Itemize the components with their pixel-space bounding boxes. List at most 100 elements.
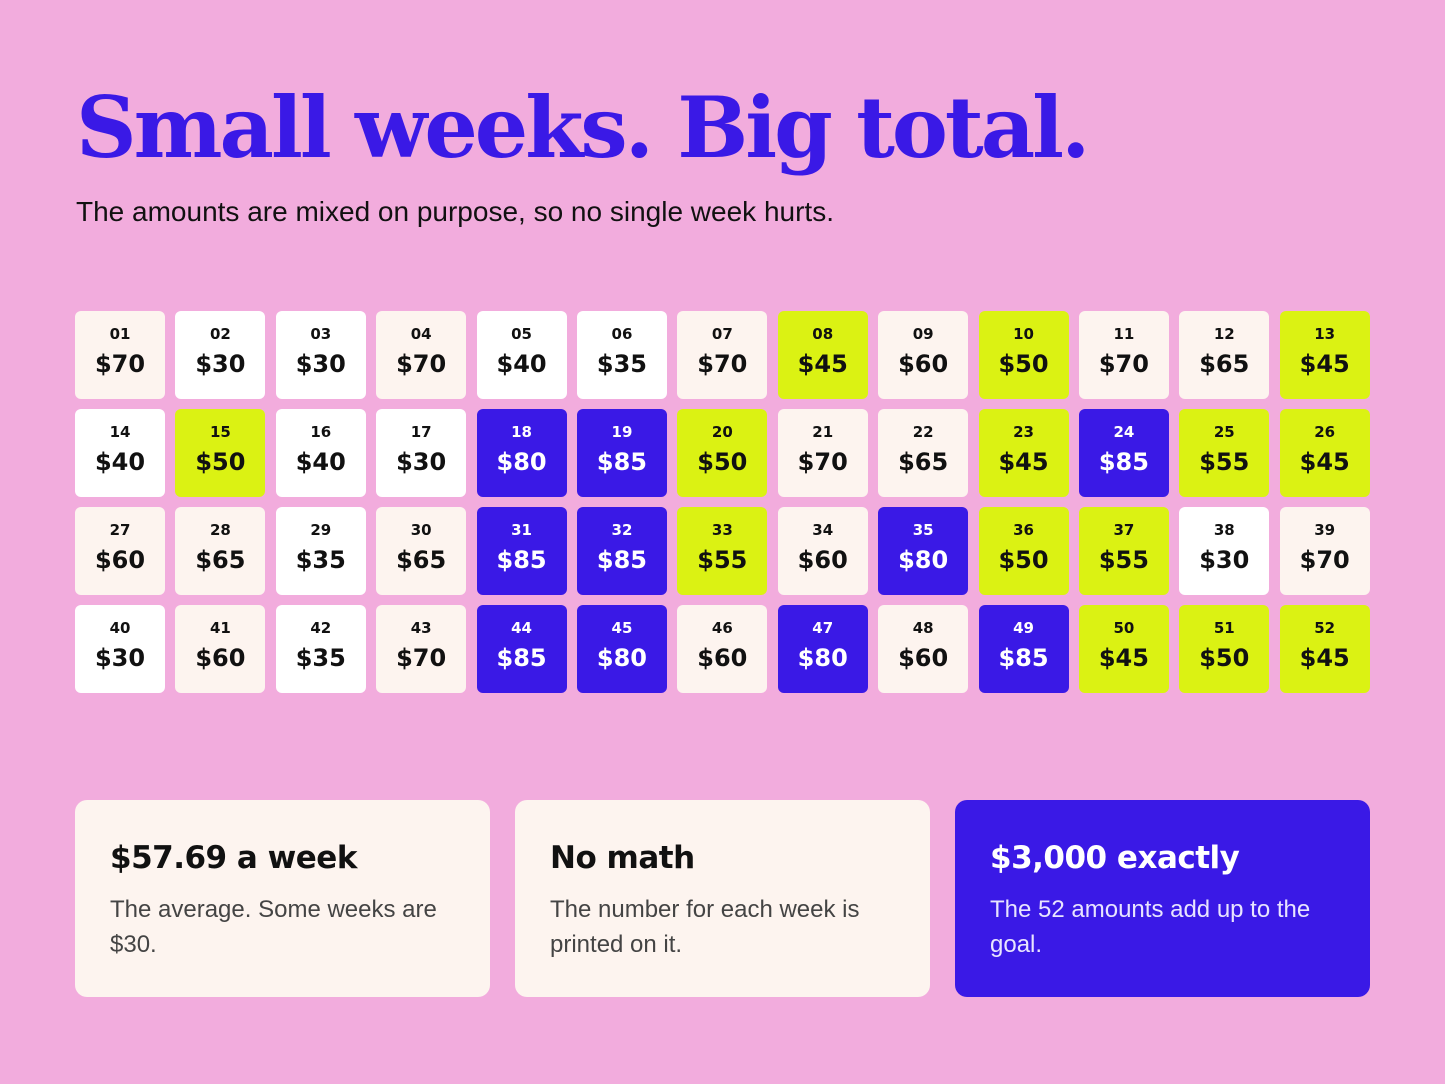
week-tile: 49 $85	[978, 605, 1069, 693]
week-tile: 08 $45	[777, 311, 868, 399]
week-amount: $55	[1098, 546, 1149, 574]
week-tile: 48 $60	[878, 605, 969, 693]
week-tile: 22 $65	[878, 409, 969, 497]
week-amount: $65	[1199, 350, 1250, 378]
week-tile: 45 $80	[576, 605, 667, 693]
week-tile: 03 $30	[275, 311, 366, 399]
card-body: The number for each week is printed on i…	[550, 896, 860, 958]
week-number: 07	[711, 325, 733, 343]
week-tile: 05 $40	[476, 311, 567, 399]
week-amount: $70	[1299, 546, 1350, 574]
week-amount: $85	[998, 644, 1049, 672]
week-amount: $60	[94, 546, 146, 574]
week-tile: 33 $55	[677, 507, 768, 595]
week-amount: $80	[596, 644, 647, 672]
week-amount: $70	[797, 448, 848, 476]
week-tile: 23 $45	[978, 409, 1069, 497]
week-number: 03	[310, 325, 332, 343]
week-number: 33	[711, 521, 733, 539]
week-amount: $70	[396, 644, 447, 672]
total-card: $3,000 exactly The 52 amounts add up to …	[955, 800, 1370, 997]
week-tile: 04 $70	[376, 311, 467, 399]
week-amount: $70	[396, 350, 447, 378]
week-number: 15	[209, 423, 231, 441]
week-number: 43	[410, 619, 432, 637]
week-number: 48	[912, 619, 934, 637]
week-tile: 11 $70	[1078, 311, 1169, 399]
week-amount: $60	[898, 644, 949, 672]
week-amount: $45	[998, 448, 1049, 476]
week-tile: 32 $85	[576, 507, 667, 595]
week-number: 45	[611, 619, 633, 637]
week-tile: 12 $65	[1179, 311, 1270, 399]
week-number: 52	[1314, 619, 1336, 637]
week-number: 13	[1314, 325, 1336, 343]
week-amount: $85	[596, 546, 647, 574]
week-amount: $80	[797, 644, 848, 672]
week-number: 36	[1013, 521, 1034, 539]
week-amount: $50	[195, 448, 246, 476]
week-number: 40	[109, 619, 131, 637]
week-amount: $85	[496, 644, 547, 672]
week-number: 27	[109, 521, 131, 539]
week-tile: 26 $45	[1279, 409, 1370, 497]
week-number: 01	[109, 325, 131, 343]
week-tile: 41 $60	[175, 605, 266, 693]
week-tile: 07 $70	[677, 311, 768, 399]
week-number: 39	[1314, 521, 1336, 539]
week-number: 20	[711, 423, 733, 441]
week-tile: 29 $35	[275, 507, 366, 595]
week-tile: 46 $60	[677, 605, 768, 693]
week-tile: 25 $55	[1179, 409, 1270, 497]
week-number: 05	[511, 325, 532, 343]
week-tile: 31 $85	[476, 507, 567, 595]
week-tile: 20 $50	[677, 409, 768, 497]
week-amount: $70	[94, 350, 146, 378]
week-number: 23	[1013, 423, 1034, 441]
week-tile: 19 $85	[576, 409, 667, 497]
week-tile: 10 $50	[978, 311, 1069, 399]
week-amount: $50	[998, 546, 1049, 574]
week-amount: $50	[697, 448, 748, 476]
week-amount: $50	[998, 350, 1049, 378]
week-tile: 40 $30	[75, 605, 165, 693]
week-number: 08	[812, 325, 834, 343]
week-amount: $60	[697, 644, 748, 672]
week-number: 26	[1314, 423, 1336, 441]
week-amount: $30	[295, 350, 346, 378]
week-amount: $30	[94, 644, 146, 672]
week-amount: $85	[1098, 448, 1149, 476]
week-amount: $40	[94, 448, 146, 476]
week-number: 37	[1113, 521, 1135, 539]
week-number: 32	[611, 521, 633, 539]
week-tile: 37 $55	[1078, 507, 1169, 595]
average-card: $57.69 a week The average. Some weeks ar…	[75, 800, 490, 997]
week-number: 44	[511, 619, 532, 637]
week-tile: 28 $65	[175, 507, 266, 595]
week-number: 14	[109, 423, 131, 441]
week-number: 46	[711, 619, 733, 637]
week-amount: $40	[295, 448, 346, 476]
week-tile: 35 $80	[878, 507, 969, 595]
week-amount: $60	[898, 350, 949, 378]
week-amount: $80	[898, 546, 949, 574]
card-body: The average. Some weeks are $30.	[110, 896, 437, 958]
week-amount: $30	[195, 350, 246, 378]
week-number: 25	[1213, 423, 1235, 441]
week-number: 42	[310, 619, 332, 637]
week-number: 28	[209, 521, 231, 539]
week-tile: 38 $30	[1179, 507, 1270, 595]
week-tile: 42 $35	[275, 605, 366, 693]
week-amount: $35	[295, 644, 346, 672]
week-amount: $55	[697, 546, 748, 574]
week-tile: 24 $85	[1078, 409, 1169, 497]
week-tile: 27 $60	[75, 507, 165, 595]
week-number: 19	[611, 423, 633, 441]
week-tile: 30 $65	[376, 507, 467, 595]
week-tile: 50 $45	[1078, 605, 1169, 693]
week-amount: $65	[195, 546, 246, 574]
week-number: 04	[410, 325, 432, 343]
week-tile: 36 $50	[978, 507, 1069, 595]
no-math-card: No math The number for each week is prin…	[515, 800, 930, 997]
week-number: 30	[410, 521, 432, 539]
